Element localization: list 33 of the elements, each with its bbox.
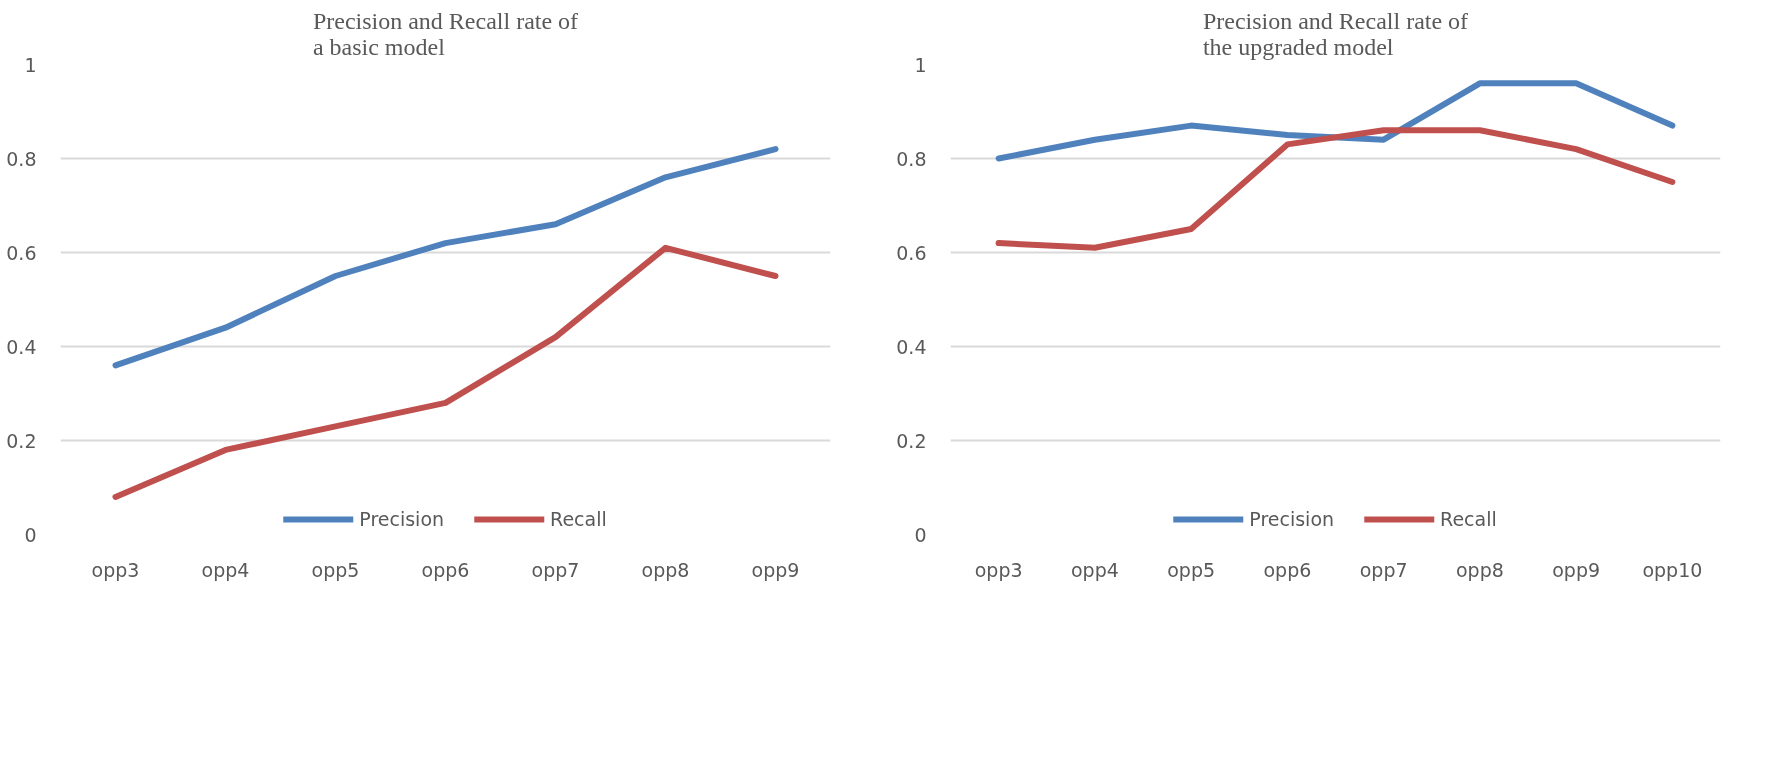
y-tick-label: 0.6 <box>6 241 37 264</box>
x-tick-label: opp6 <box>1263 558 1312 581</box>
x-tick-label: opp7 <box>1359 558 1408 581</box>
x-tick-label: opp8 <box>1455 558 1504 581</box>
y-tick-label: 0.8 <box>6 147 37 170</box>
x-tick-label: opp3 <box>91 558 140 581</box>
y-tick-label: 0.2 <box>6 429 37 452</box>
y-tick-label: 1 <box>24 53 37 76</box>
x-tick-label: opp5 <box>1167 558 1216 581</box>
y-tick-label: 1 <box>914 53 927 76</box>
legend-label: Recall <box>550 508 607 530</box>
x-tick-label: opp6 <box>421 558 470 581</box>
x-tick-label: opp4 <box>1070 558 1119 581</box>
chart-title: Precision and Recall rate of the upgraded model <box>1202 7 1469 60</box>
y-tick-label: 0 <box>914 523 927 546</box>
x-tick-label: opp5 <box>311 558 360 581</box>
x-tick-label: opp9 <box>751 558 800 581</box>
legend-label: Precision <box>1249 508 1335 530</box>
y-tick-label: 0.4 <box>896 335 927 358</box>
y-tick-label: 0.8 <box>896 147 927 170</box>
x-tick-label: opp4 <box>201 558 250 581</box>
x-tick-label: opp3 <box>974 558 1023 581</box>
legend-label: Recall <box>1440 508 1497 530</box>
legend-label: Precision <box>359 508 445 530</box>
y-tick-label: 0 <box>24 523 37 546</box>
y-tick-label: 0.2 <box>896 429 927 452</box>
x-tick-label: opp8 <box>641 558 690 581</box>
x-tick-label: opp10 <box>1642 558 1703 581</box>
x-tick-label: opp7 <box>531 558 580 581</box>
y-tick-label: 0.4 <box>6 335 37 358</box>
y-tick-label: 0.6 <box>896 241 927 264</box>
chart-title: Precision and Recall rate of a basic model <box>312 7 579 60</box>
x-tick-label: opp9 <box>1552 558 1601 581</box>
